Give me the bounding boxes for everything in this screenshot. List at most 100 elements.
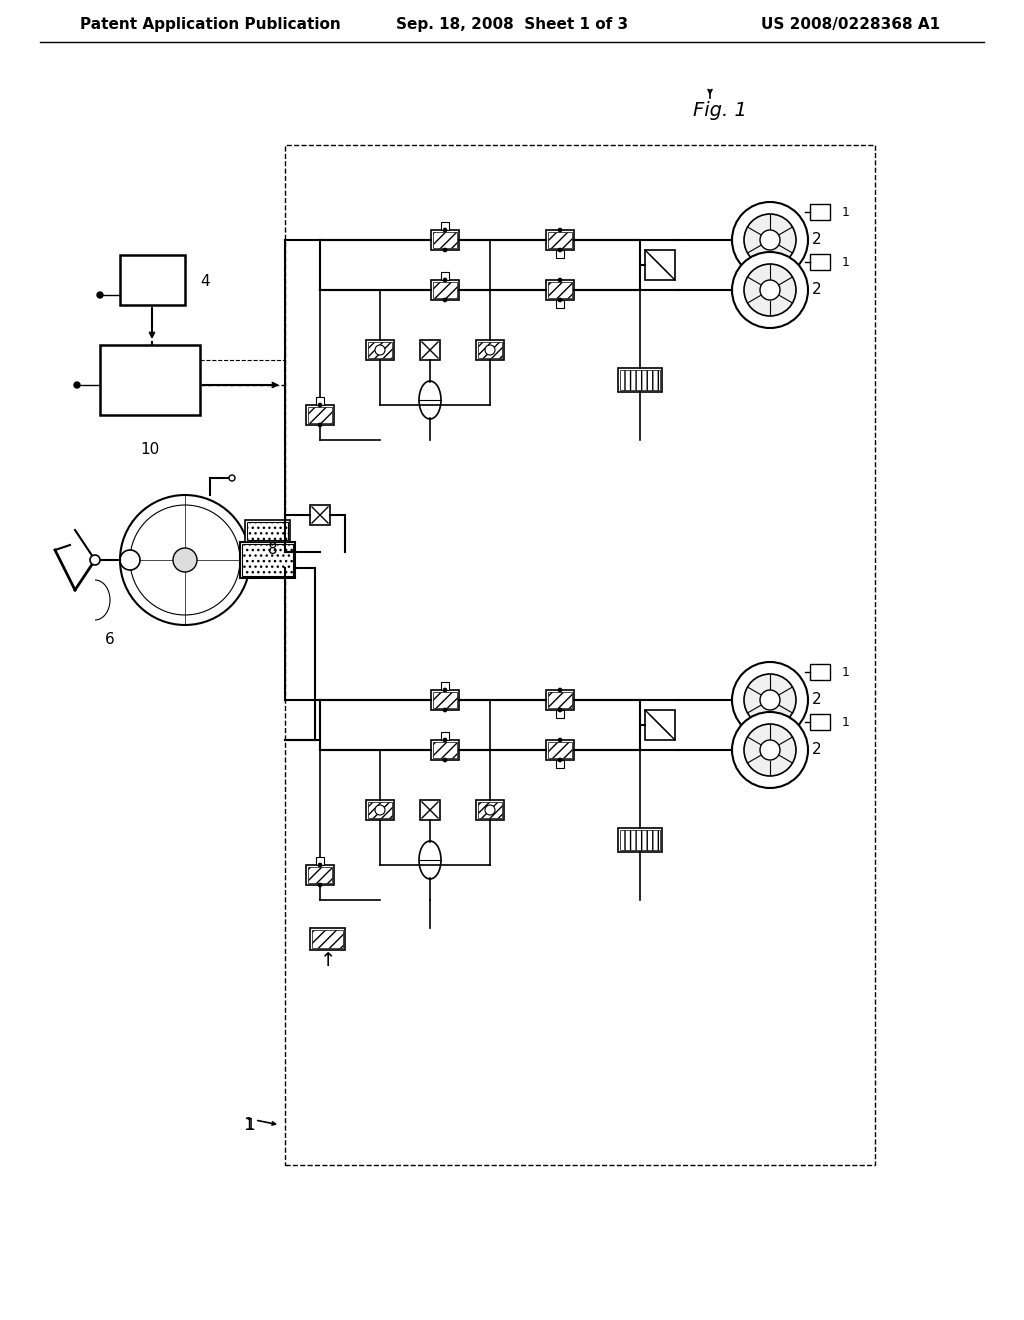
Text: 1: 1 <box>245 1118 255 1133</box>
Bar <box>546 280 574 300</box>
Bar <box>306 405 334 425</box>
Circle shape <box>173 548 197 572</box>
Bar <box>441 733 449 741</box>
Circle shape <box>760 280 780 300</box>
Circle shape <box>443 688 447 692</box>
Circle shape <box>732 711 808 788</box>
Bar <box>618 368 662 392</box>
Text: 1: 1 <box>842 665 850 678</box>
Bar <box>431 690 459 710</box>
Circle shape <box>443 228 447 232</box>
Text: US 2008/0228368 A1: US 2008/0228368 A1 <box>761 17 940 33</box>
Circle shape <box>732 252 808 327</box>
Circle shape <box>375 805 385 814</box>
Circle shape <box>744 723 796 776</box>
Text: 2: 2 <box>812 282 821 297</box>
Circle shape <box>760 741 780 760</box>
Text: 8: 8 <box>268 543 278 557</box>
Bar <box>366 341 394 360</box>
Bar <box>645 710 675 741</box>
Circle shape <box>120 495 250 624</box>
Bar <box>478 342 502 358</box>
Circle shape <box>744 675 796 726</box>
Circle shape <box>443 248 447 252</box>
Bar <box>441 222 449 230</box>
Text: 2: 2 <box>812 232 821 248</box>
Bar <box>546 230 574 249</box>
Circle shape <box>443 279 447 282</box>
Bar <box>242 544 293 576</box>
Bar <box>548 232 572 248</box>
Text: Fig. 1: Fig. 1 <box>693 100 746 120</box>
Bar <box>548 692 572 708</box>
Bar <box>478 803 502 818</box>
Bar <box>310 928 345 950</box>
Bar <box>476 800 504 820</box>
Circle shape <box>760 230 780 249</box>
Circle shape <box>443 298 447 302</box>
Bar <box>433 232 457 248</box>
Bar <box>431 230 459 249</box>
Circle shape <box>558 248 562 252</box>
Ellipse shape <box>419 381 441 418</box>
Circle shape <box>318 863 322 867</box>
Circle shape <box>485 345 495 355</box>
Text: 6: 6 <box>105 632 115 648</box>
Bar <box>316 857 324 865</box>
Bar <box>618 828 662 851</box>
Bar <box>420 341 440 360</box>
Bar <box>310 506 330 525</box>
Bar <box>546 741 574 760</box>
Circle shape <box>558 228 562 232</box>
Bar <box>620 370 660 389</box>
Ellipse shape <box>419 841 441 879</box>
Bar <box>556 760 564 768</box>
Bar <box>556 710 564 718</box>
Circle shape <box>744 264 796 315</box>
Circle shape <box>558 688 562 692</box>
Text: 2: 2 <box>812 742 821 758</box>
Circle shape <box>97 292 103 298</box>
Bar <box>120 255 185 305</box>
Bar <box>810 205 830 220</box>
Circle shape <box>760 690 780 710</box>
Bar <box>431 280 459 300</box>
Circle shape <box>443 738 447 742</box>
Circle shape <box>558 758 562 762</box>
Bar <box>247 521 288 540</box>
Circle shape <box>558 708 562 711</box>
Text: 1: 1 <box>842 206 850 219</box>
Text: ↑: ↑ <box>319 950 336 969</box>
Circle shape <box>130 506 240 615</box>
Bar <box>285 145 874 1166</box>
Circle shape <box>229 475 234 480</box>
Bar <box>810 253 830 271</box>
Text: 1: 1 <box>842 256 850 268</box>
Bar <box>556 300 564 308</box>
Text: 1: 1 <box>243 1115 253 1134</box>
Text: 4: 4 <box>200 275 210 289</box>
Bar <box>645 249 675 280</box>
Bar <box>245 520 290 543</box>
Bar <box>546 690 574 710</box>
Circle shape <box>120 550 140 570</box>
Circle shape <box>558 279 562 282</box>
Bar <box>433 692 457 708</box>
Text: 2: 2 <box>812 693 821 708</box>
Circle shape <box>744 214 796 267</box>
Bar <box>308 867 332 883</box>
Circle shape <box>90 554 100 565</box>
Circle shape <box>318 403 322 407</box>
Bar <box>368 803 392 818</box>
Bar <box>441 272 449 280</box>
Bar <box>476 341 504 360</box>
Bar <box>548 742 572 758</box>
Circle shape <box>74 381 80 388</box>
Text: 10: 10 <box>140 442 160 458</box>
Circle shape <box>558 298 562 302</box>
Circle shape <box>318 883 322 887</box>
Bar <box>548 282 572 298</box>
Circle shape <box>732 202 808 279</box>
Text: Sep. 18, 2008  Sheet 1 of 3: Sep. 18, 2008 Sheet 1 of 3 <box>396 17 628 33</box>
Bar <box>100 345 200 414</box>
